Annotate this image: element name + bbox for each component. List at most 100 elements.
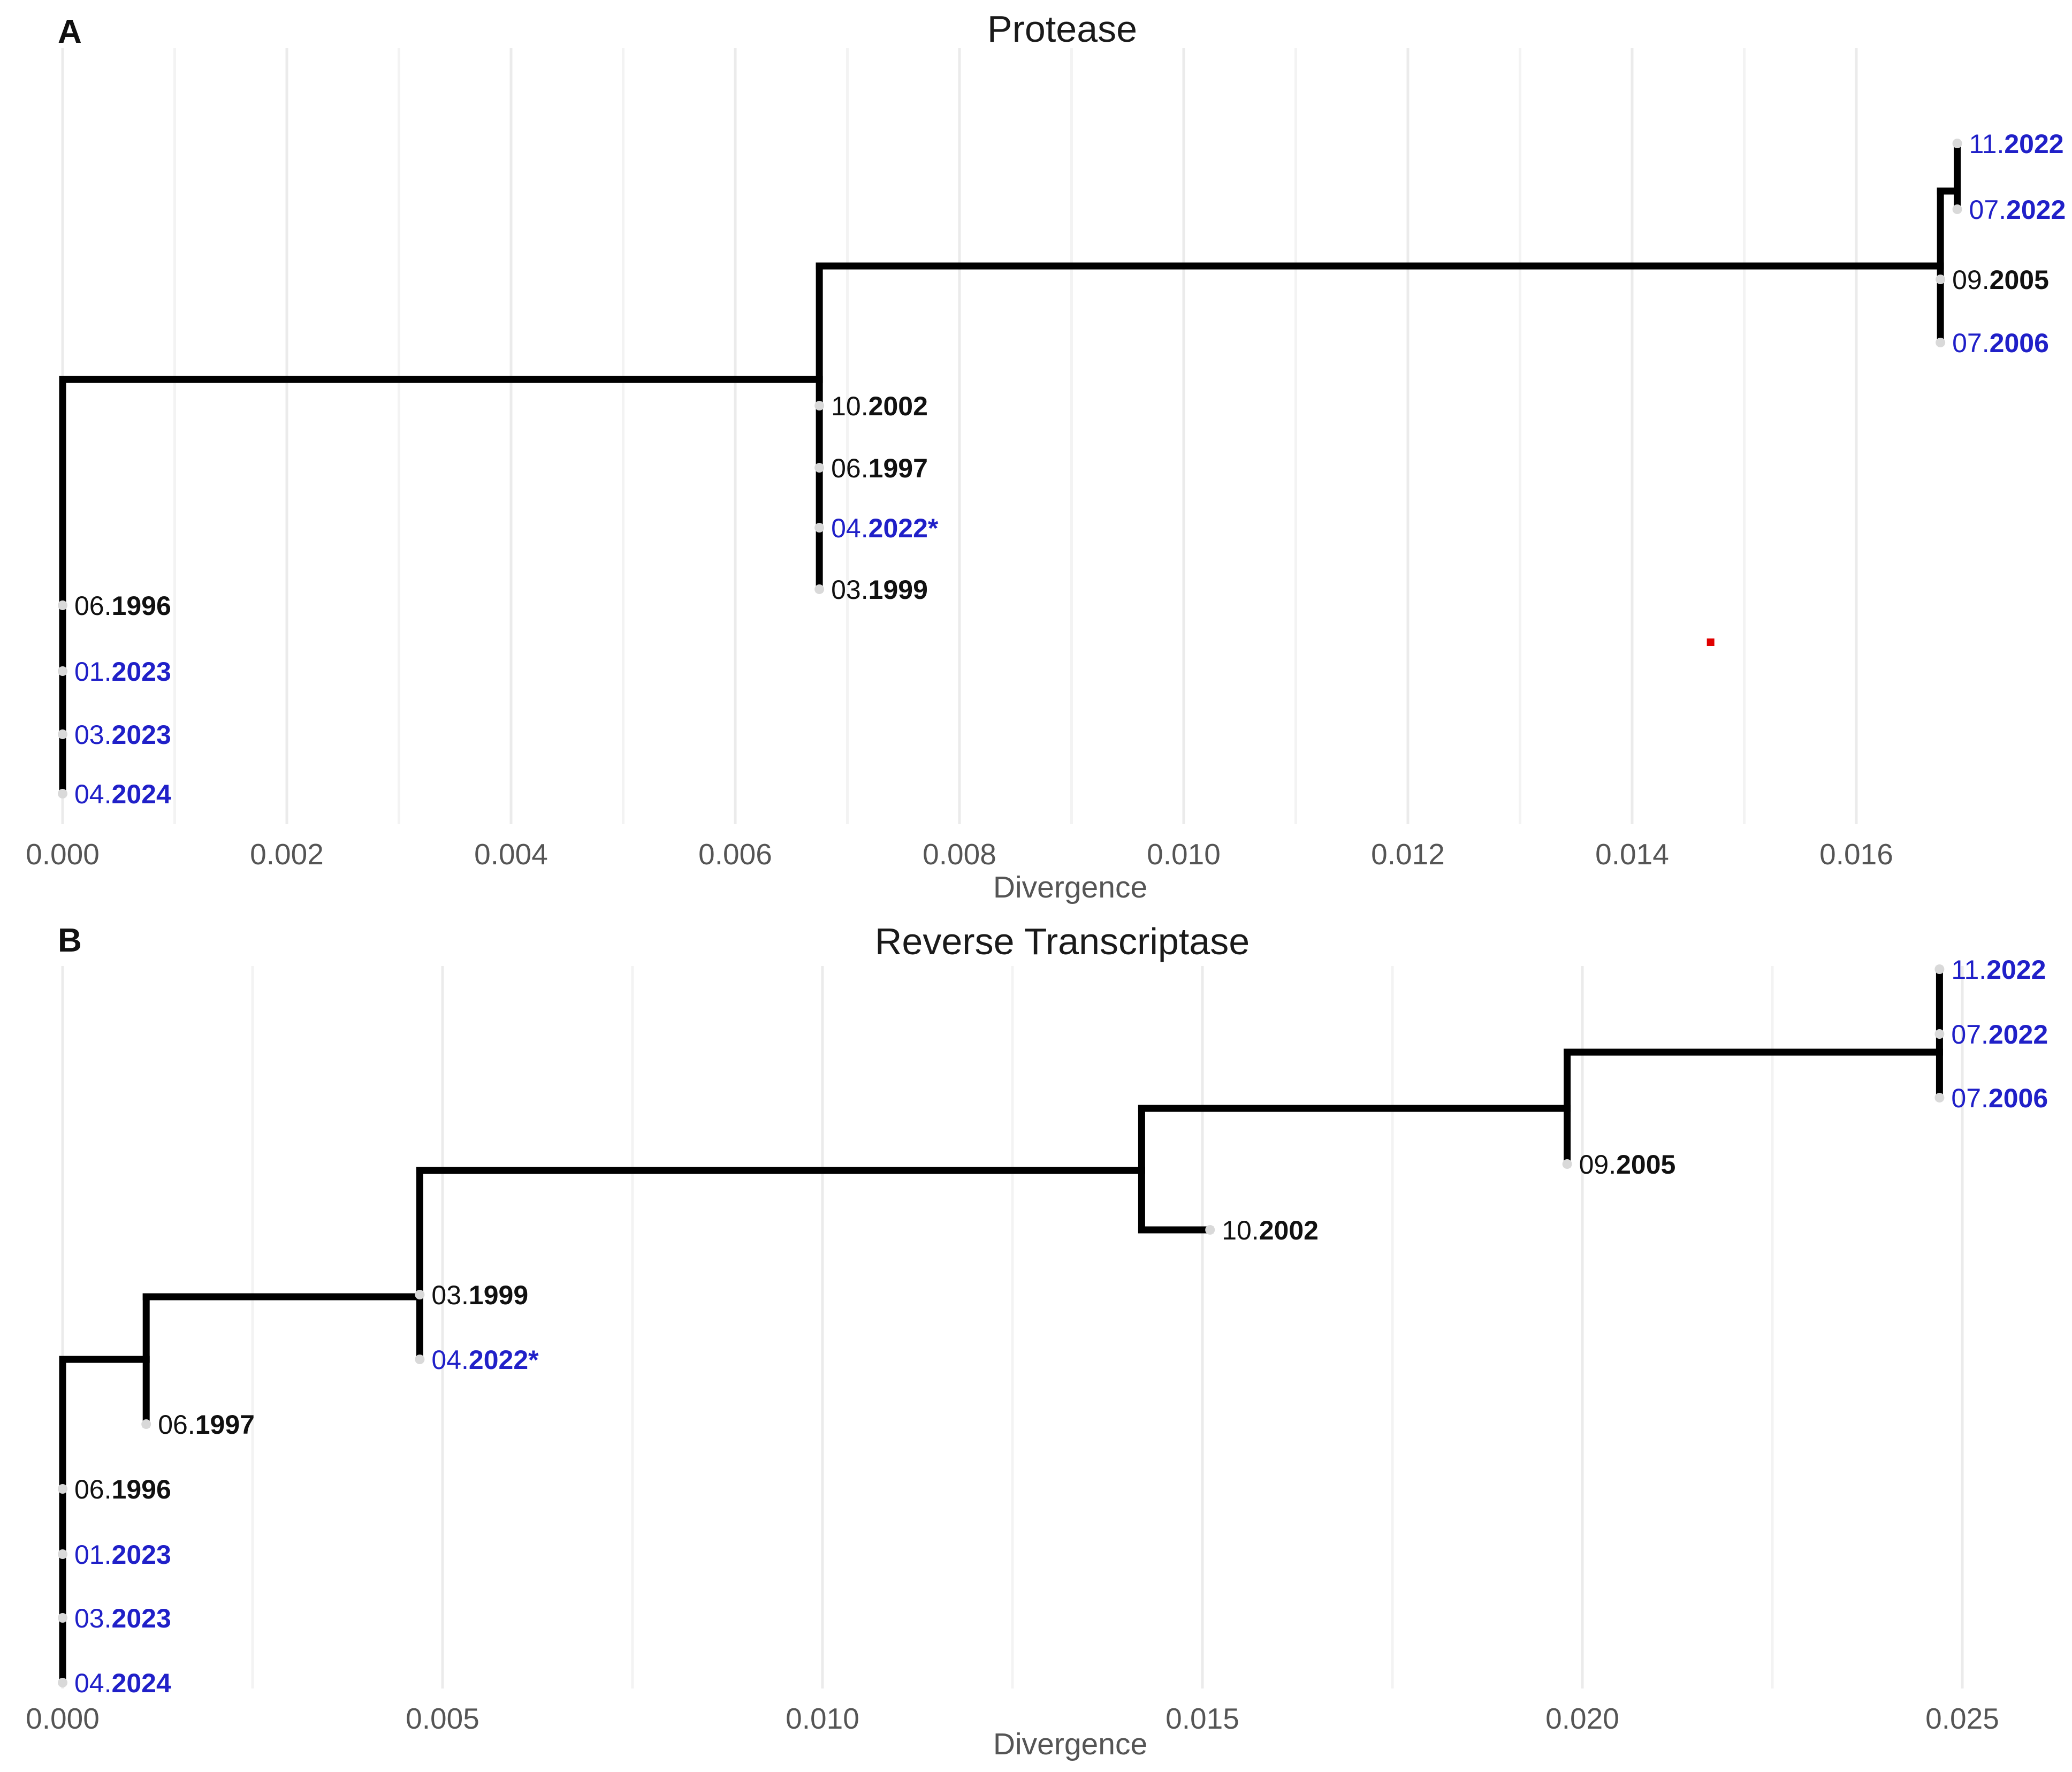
leaf-label-year: 2022	[2006, 195, 2066, 225]
leaf-label: 01.2023	[74, 657, 171, 687]
x-tick-label: 0.005	[406, 1702, 479, 1735]
x-tick-label: 0.000	[26, 1702, 100, 1735]
leaf-label: 03.2023	[74, 1603, 171, 1633]
leaf-label-month: 03.	[74, 720, 112, 750]
tip-marker	[1952, 204, 1962, 214]
tip-marker	[814, 523, 825, 533]
leaf-label-year: 1999	[469, 1280, 528, 1310]
leaf-label-month: 10.	[831, 391, 869, 421]
leaf-label-month: 06.	[74, 1474, 112, 1504]
tip-marker	[141, 1419, 151, 1429]
panel-b-x-axis-title: Divergence	[993, 1727, 1147, 1761]
leaf-label-year: 2022*	[869, 513, 939, 543]
tip-marker	[814, 584, 825, 594]
panel-a-tree: 0.000 0.002 0.004 0.006 0.008 0.010 0.012 0.014…	[26, 48, 2066, 871]
tip-marker	[58, 789, 67, 798]
leaf-label: 04.2024	[74, 779, 171, 809]
tip-marker	[58, 729, 67, 739]
leaf-label: 11.2022	[1969, 129, 2064, 159]
leaf-label-month: 11.	[1951, 955, 1986, 985]
leaf-label-year: 2002	[869, 391, 928, 421]
leaf-label-month: 07.	[1951, 1020, 1989, 1049]
tip-marker	[814, 463, 825, 473]
x-tick-label: 0.016	[1819, 838, 1893, 871]
tip-marker	[1934, 1093, 1945, 1102]
leaf-label-month: 03.	[831, 575, 869, 605]
tip-marker	[58, 600, 67, 610]
leaf-label: 01.2023	[74, 1540, 171, 1570]
leaf-label-year: 2005	[1616, 1150, 1675, 1180]
leaf-label-year: 1999	[869, 575, 928, 605]
red-marker-dot	[1707, 638, 1715, 646]
leaf-label: 04.2022*	[831, 513, 939, 543]
tip-marker	[1205, 1225, 1215, 1235]
leaf-label-year: 2023	[112, 657, 171, 687]
x-tick-label: 0.025	[1925, 1702, 1999, 1735]
leaf-label-month: 07.	[1951, 1083, 1989, 1113]
leaf-label-year: 2022	[1989, 1020, 2048, 1049]
x-tick-label: 0.010	[1147, 838, 1221, 871]
tip-marker	[58, 666, 67, 676]
x-tick-label: 0.004	[474, 838, 548, 871]
tip-marker	[1936, 275, 1946, 284]
leaf-label-month: 06.	[158, 1410, 195, 1440]
leaf-label: 06.1996	[74, 1474, 171, 1504]
tip-marker	[814, 401, 825, 410]
leaf-label-month: 07.	[1969, 195, 2007, 225]
leaf-label: 06.1997	[831, 453, 928, 483]
tip-marker	[58, 1613, 67, 1623]
panel-a-x-axis-title: Divergence	[993, 870, 1147, 904]
leaf-label-year: 2023	[112, 720, 171, 750]
leaf-label-year: 2002	[1259, 1215, 1319, 1245]
tip-marker	[58, 1549, 67, 1559]
leaf-label-month: 03.	[431, 1280, 469, 1310]
leaf-label: 09.2005	[1952, 265, 2049, 295]
leaf-label-month: 04.	[74, 779, 112, 809]
leaf-label-year: 1996	[112, 1474, 171, 1504]
tip-marker	[1934, 964, 1945, 974]
leaf-label-year: 2005	[1990, 265, 2049, 295]
leaf-label: 03.1999	[831, 575, 928, 605]
leaf-label-month: 11.	[1969, 129, 2005, 159]
leaf-label: 07.2006	[1952, 328, 2049, 358]
leaf-label-month: 10.	[1222, 1215, 1259, 1245]
tip-marker	[415, 1355, 425, 1364]
leaf-label: 04.2022*	[431, 1345, 539, 1375]
panel-a-letter: A	[58, 13, 82, 50]
leaf-label-year: 1996	[112, 591, 171, 621]
leaf-label: 03.1999	[431, 1280, 528, 1310]
leaf-label: 10.2002	[1222, 1215, 1319, 1245]
leaf-label-month: 01.	[74, 657, 112, 687]
leaf-label-year: 2023	[112, 1603, 171, 1633]
x-tick-label: 0.015	[1166, 1702, 1239, 1735]
leaf-label: 03.2023	[74, 720, 171, 750]
x-tick-label: 0.020	[1545, 1702, 1619, 1735]
leaf-label-month: 04.	[74, 1668, 112, 1698]
leaf-label-month: 03.	[74, 1603, 112, 1633]
leaf-label-year: 2006	[1990, 328, 2049, 358]
x-tick-label: 0.002	[250, 838, 324, 871]
tip-marker	[58, 1484, 67, 1494]
leaf-label-year: 2022*	[469, 1345, 539, 1375]
leaf-label-year: 2006	[1989, 1083, 2048, 1113]
tip-marker	[58, 1678, 67, 1687]
leaf-label-month: 06.	[831, 453, 869, 483]
panel-b-letter: B	[58, 922, 82, 959]
panel-b-tree: 0.000 0.005 0.010 0.015 0.020 0.02511.202207.…	[26, 955, 2048, 1735]
x-tick-label: 0.012	[1371, 838, 1445, 871]
leaf-label-month: 01.	[74, 1540, 112, 1570]
leaf-label-year: 2022	[1986, 955, 2046, 985]
leaf-label: 07.2022	[1969, 195, 2066, 225]
leaf-label-month: 04.	[431, 1345, 469, 1375]
tip-marker	[1562, 1159, 1572, 1169]
leaf-label: 10.2002	[831, 391, 928, 421]
leaf-label: 04.2024	[74, 1668, 171, 1698]
leaf-label-month: 09.	[1579, 1150, 1617, 1180]
leaf-label: 07.2022	[1951, 1020, 2048, 1049]
leaf-label-year: 1997	[195, 1410, 255, 1440]
leaf-label: 11.2022	[1951, 955, 2046, 985]
leaf-label-month: 04.	[831, 513, 869, 543]
leaf-label-month: 06.	[74, 591, 112, 621]
panel-a-title: Protease	[987, 8, 1137, 50]
